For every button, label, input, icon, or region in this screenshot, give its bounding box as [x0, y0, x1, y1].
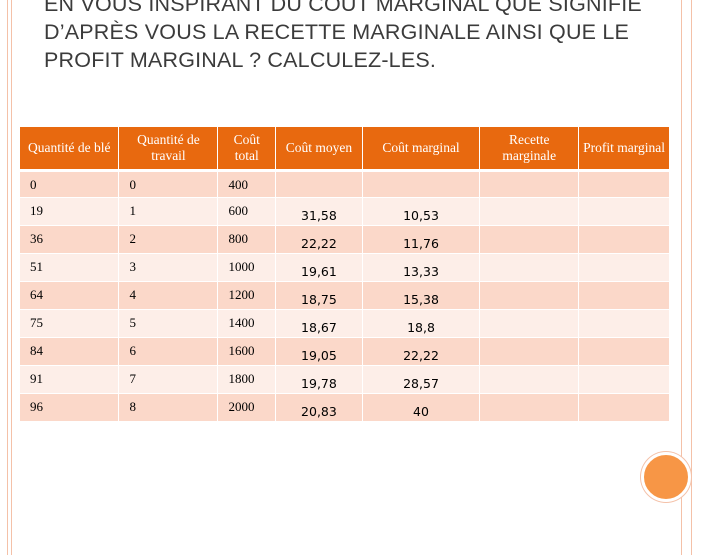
- cell-quantite-travail: 7: [118, 365, 219, 394]
- cell-quantite-travail: 0: [118, 170, 219, 198]
- cell-cout-total: 1800: [217, 365, 277, 394]
- cell-profit-marginal: [578, 225, 670, 254]
- cell-profit-marginal: [578, 393, 670, 422]
- cell-cout-marginal: 40: [362, 393, 481, 422]
- cell-cout-total: 1600: [217, 337, 277, 366]
- header-profit-marginal: Profit marginal: [578, 127, 670, 172]
- table-row: 91 7 1800 19,78 28,57: [20, 365, 670, 394]
- header-cout-marginal: Coût marginal: [362, 127, 481, 172]
- cell-profit-marginal: [578, 281, 670, 310]
- cell-cout-marginal: 11,76: [362, 225, 481, 254]
- decorative-circle: [641, 452, 691, 502]
- cell-cout-total: 1000: [217, 253, 277, 282]
- cell-recette-marginale: [479, 309, 580, 338]
- cell-cout-marginal: 18,8: [362, 309, 481, 338]
- cell-quantite-travail: 8: [118, 393, 219, 422]
- cell-quantite-ble: 51: [20, 253, 120, 282]
- right-frame-line: [681, 0, 692, 555]
- cell-quantite-travail: 5: [118, 309, 219, 338]
- cell-quantite-travail: 6: [118, 337, 219, 366]
- cell-cout-total: 400: [217, 170, 277, 198]
- cell-cout-moyen: 18,67: [275, 309, 363, 338]
- table-row: 96 8 2000 20,83 40: [20, 393, 670, 422]
- cell-cout-moyen: 22,22: [275, 225, 363, 254]
- table-row: 19 1 600 31,58 10,53: [20, 197, 670, 226]
- cell-profit-marginal: [578, 197, 670, 226]
- cell-profit-marginal: [578, 309, 670, 338]
- cell-cout-moyen: 31,58: [275, 197, 363, 226]
- cell-recette-marginale: [479, 225, 580, 254]
- table-row: 75 5 1400 18,67 18,8: [20, 309, 670, 338]
- cell-cout-marginal: 15,38: [362, 281, 481, 310]
- cell-cout-marginal: 28,57: [362, 365, 481, 394]
- cell-recette-marginale: [479, 170, 580, 198]
- table-row: 0 0 400: [20, 170, 670, 198]
- cell-cout-marginal: [362, 170, 481, 198]
- cell-quantite-ble: 84: [20, 337, 120, 366]
- cell-quantite-ble: 96: [20, 393, 120, 422]
- header-quantite-ble: Quantité de blé: [20, 127, 120, 172]
- cell-cout-total: 800: [217, 225, 277, 254]
- cell-quantite-ble: 0: [20, 170, 120, 198]
- table-row: 64 4 1200 18,75 15,38: [20, 281, 670, 310]
- slide-title: EN VOUS INSPIRANT DU COÛT MARGINAL QUE S…: [44, 0, 642, 72]
- cell-recette-marginale: [479, 197, 580, 226]
- cell-cout-moyen: 20,83: [275, 393, 363, 422]
- cell-recette-marginale: [479, 393, 580, 422]
- cell-cout-moyen: 18,75: [275, 281, 363, 310]
- cell-quantite-travail: 4: [118, 281, 219, 310]
- cell-recette-marginale: [479, 253, 580, 282]
- cell-quantite-ble: 64: [20, 281, 120, 310]
- cell-profit-marginal: [578, 170, 670, 198]
- cell-quantite-travail: 2: [118, 225, 219, 254]
- cell-quantite-ble: 36: [20, 225, 120, 254]
- cost-table: Quantité de blé Quantité de travail Coût…: [20, 127, 670, 422]
- header-quantite-travail: Quantité de travail: [118, 127, 219, 172]
- table-row: 84 6 1600 19,05 22,22: [20, 337, 670, 366]
- cell-cout-marginal: 10,53: [362, 197, 481, 226]
- cell-cout-total: 2000: [217, 393, 277, 422]
- cell-cout-moyen: 19,61: [275, 253, 363, 282]
- cell-recette-marginale: [479, 365, 580, 394]
- cell-cout-total: 1400: [217, 309, 277, 338]
- cell-cout-marginal: 22,22: [362, 337, 481, 366]
- cell-cout-moyen: 19,78: [275, 365, 363, 394]
- cell-cout-total: 1200: [217, 281, 277, 310]
- table-header-row: Quantité de blé Quantité de travail Coût…: [20, 127, 670, 172]
- header-recette-marginale: Recette marginale: [479, 127, 580, 172]
- cell-recette-marginale: [479, 281, 580, 310]
- cell-quantite-travail: 1: [118, 197, 219, 226]
- header-cout-total: Coût total: [217, 127, 277, 172]
- table-row: 36 2 800 22,22 11,76: [20, 225, 670, 254]
- cell-profit-marginal: [578, 365, 670, 394]
- cell-cout-marginal: 13,33: [362, 253, 481, 282]
- cell-profit-marginal: [578, 253, 670, 282]
- cell-quantite-ble: 19: [20, 197, 120, 226]
- left-frame-line: [7, 0, 12, 555]
- cell-cout-moyen: [275, 170, 363, 198]
- cell-recette-marginale: [479, 337, 580, 366]
- cell-cout-moyen: 19,05: [275, 337, 363, 366]
- table-row: 51 3 1000 19,61 13,33: [20, 253, 670, 282]
- cell-cout-total: 600: [217, 197, 277, 226]
- cell-profit-marginal: [578, 337, 670, 366]
- cell-quantite-ble: 75: [20, 309, 120, 338]
- cell-quantite-travail: 3: [118, 253, 219, 282]
- header-cout-moyen: Coût moyen: [275, 127, 363, 172]
- cell-quantite-ble: 91: [20, 365, 120, 394]
